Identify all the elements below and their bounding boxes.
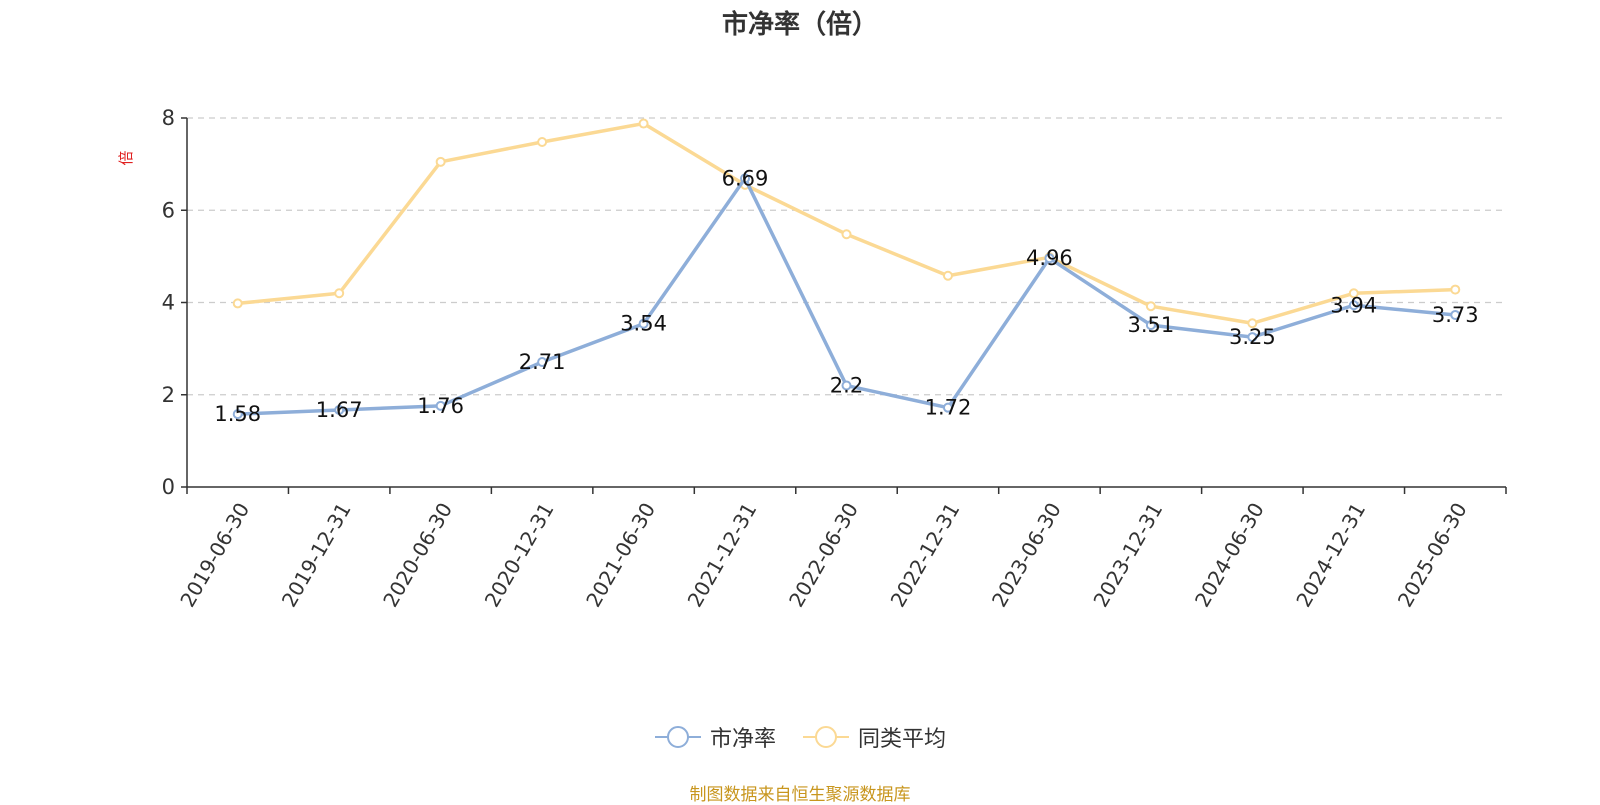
pb-series-point — [638, 318, 649, 329]
data-label: 3.25 — [1229, 325, 1276, 349]
data-label: 3.73 — [1432, 303, 1479, 327]
peer-average-series-line — [235, 121, 1458, 326]
data-label: 1.67 — [316, 398, 363, 422]
peer-average-series-point — [537, 136, 548, 147]
y-tick-label: 8 — [162, 106, 175, 130]
legend-label-pb: 市净率 — [709, 727, 776, 752]
peer-average-series-point — [638, 118, 649, 129]
peer-average-series-point — [1450, 284, 1461, 295]
x-tick-label: 2025-06-30 — [1393, 499, 1472, 612]
data-label: 2.2 — [830, 374, 863, 398]
y-tick-label: 4 — [162, 291, 175, 315]
x-tick-label: 2019-06-30 — [175, 499, 254, 612]
pb-series-point — [1145, 320, 1156, 331]
data-labels: 1.58 1.67 1.76 2.71 3.54 6.69 2.2 1.72 4.96 3.51 3… — [214, 166, 1478, 426]
legend-item-peer-average[interactable]: 同类平均 — [802, 721, 946, 753]
grid-lines — [187, 117, 1506, 396]
data-label: 3.54 — [620, 312, 667, 336]
pb-series-point — [1348, 300, 1359, 311]
pb-series-point — [537, 357, 548, 368]
peer-average-series-point — [232, 298, 243, 309]
data-label: 6.69 — [722, 166, 769, 190]
pb-series-point — [435, 400, 446, 411]
data-label: 2.71 — [519, 350, 566, 374]
data-label: 1.58 — [214, 402, 261, 426]
peer-average-series-point — [841, 229, 852, 240]
y-tick-label: 0 — [162, 475, 175, 499]
data-label: 1.76 — [417, 394, 464, 418]
legend-line-circle-icon — [803, 726, 849, 748]
y-tick-label: 2 — [162, 383, 175, 407]
pb-series-point — [334, 404, 345, 415]
peer-average-series-point — [1145, 301, 1156, 312]
pb-series-point — [740, 173, 751, 184]
legend: 市净率 同类平均 — [0, 720, 1600, 754]
x-tick-label: 2020-06-30 — [378, 498, 457, 611]
x-tick-label: 2019-12-31 — [277, 499, 356, 612]
peer-average-series-point — [435, 156, 446, 167]
data-label: 4.96 — [1026, 246, 1073, 270]
x-tick-label: 2024-06-30 — [1190, 499, 1269, 612]
x-tick-label: 2022-12-31 — [886, 499, 965, 612]
legend-line-circle-icon — [654, 726, 701, 748]
data-label: 3.94 — [1330, 293, 1377, 317]
legend-item-pb[interactable]: 市净率 — [654, 721, 776, 753]
peer-average-series-point — [942, 270, 953, 281]
pb-series-point — [1044, 253, 1055, 264]
data-label: 1.72 — [925, 396, 972, 420]
pb-series-point — [1450, 309, 1461, 320]
x-tick-label: 2023-12-31 — [1088, 499, 1167, 612]
y-tick-label: 6 — [162, 198, 175, 222]
peer-average-series-point — [1348, 288, 1359, 299]
x-tick-label: 2020-12-31 — [480, 499, 559, 612]
y-axis-label: 倍 — [117, 150, 135, 165]
pb-series-point — [232, 409, 243, 420]
peer-average-series-point — [334, 288, 345, 299]
source-note: 制图数据来自恒生聚源数据库 — [689, 785, 911, 805]
data-label: 3.51 — [1128, 313, 1175, 337]
pb-series-point — [841, 380, 852, 391]
x-tick-label: 2023-06-30 — [987, 499, 1066, 612]
pb-series-point — [942, 402, 953, 413]
legend-label-peer-average: 同类平均 — [858, 727, 947, 752]
x-tick-label: 2021-12-31 — [683, 499, 762, 612]
x-tick-label: 2024-12-31 — [1291, 499, 1370, 612]
series-lines — [232, 118, 1461, 420]
peer-average-series-point — [1247, 318, 1258, 329]
pb-series-point — [1247, 332, 1258, 343]
chart-title: 市净率（倍） — [721, 10, 878, 40]
x-tick-label: 2022-06-30 — [784, 499, 863, 612]
x-tick-label: 2021-06-30 — [581, 499, 660, 612]
